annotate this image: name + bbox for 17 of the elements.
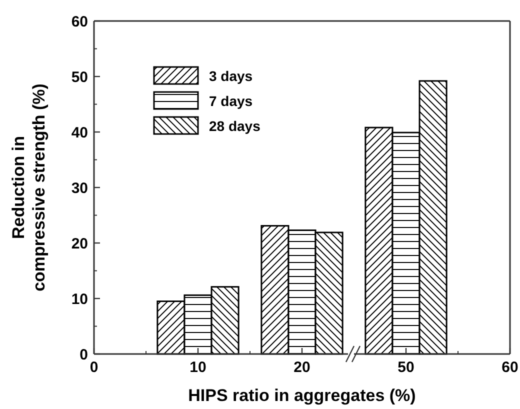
x-tick-label: 60 xyxy=(502,359,518,376)
y-tick-label: 40 xyxy=(71,124,88,142)
legend-label: 7 days xyxy=(209,92,253,109)
x-tick-label: 10 xyxy=(190,359,206,376)
x-tick-label: 0 xyxy=(90,359,98,376)
y-tick-label: 60 xyxy=(71,13,88,30)
legend-label: 28 days xyxy=(209,118,261,134)
x-axis-title: HIPS ratio in aggregates (%) xyxy=(188,386,416,405)
y-axis-title: Reduction in compressive strength (%) xyxy=(9,84,48,292)
legend-label: 3 days xyxy=(209,68,253,84)
x-tick-label: 20 xyxy=(294,359,310,376)
x-tick-label: 50 xyxy=(398,359,414,376)
y-tick-label: 0 xyxy=(80,346,88,364)
y-tick-label: 20 xyxy=(71,235,88,252)
y-tick-label: 10 xyxy=(71,290,88,308)
y-tick-label: 30 xyxy=(71,180,88,197)
y-tick-label: 50 xyxy=(71,68,88,86)
